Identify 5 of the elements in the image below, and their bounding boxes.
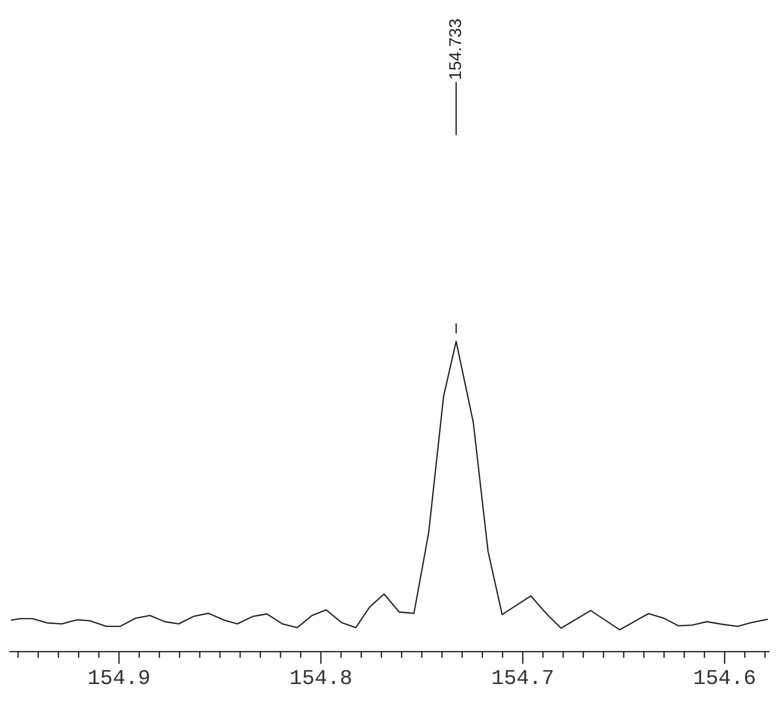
x-tick-label: 154.7 — [491, 668, 554, 691]
x-tick-label: 154.6 — [693, 668, 756, 691]
x-tick-label: 154.9 — [88, 668, 151, 691]
text: 154.733 — [446, 18, 465, 80]
x-tick-label: 154.8 — [289, 668, 352, 691]
